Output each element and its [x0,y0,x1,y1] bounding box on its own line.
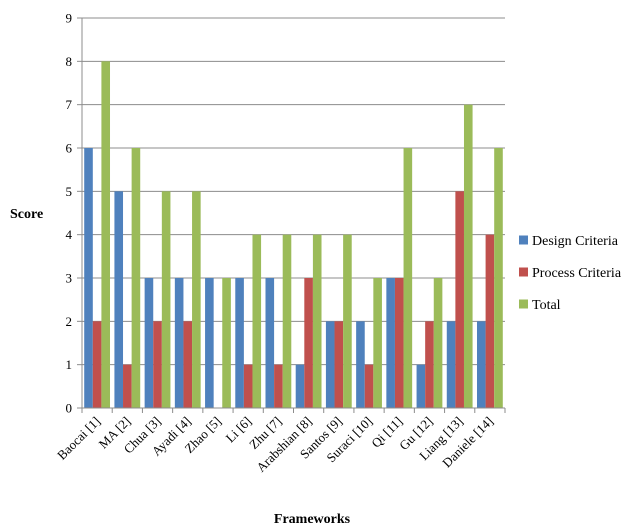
bars [84,61,503,409]
bar [433,278,443,408]
legend-item: Total [519,298,561,313]
bar [123,364,132,408]
bar [101,61,111,408]
y-tick-label: 5 [66,184,73,199]
bar [403,148,413,408]
bar [494,148,503,408]
legend-label: Design Criteria [532,234,619,249]
legend-item: Process Criteria [519,266,622,281]
axes [81,18,506,413]
bar [222,278,231,408]
y-tick-labels: 0 1 2 3 4 5 6 7 8 9 [66,11,73,416]
bar [84,148,93,408]
bar [282,234,292,408]
y-tick-label: 4 [66,227,73,242]
x-axis-label: Frameworks [274,512,351,527]
legend-label: Process Criteria [532,266,622,281]
legend-label: Total [532,298,561,313]
legend-swatch [519,267,528,277]
bar [304,278,313,408]
bar [446,321,456,408]
bar [343,234,352,408]
legend-swatch [519,235,528,245]
y-tick-label: 3 [66,271,73,286]
bar [394,278,404,408]
legend-item: Design Criteria [519,234,619,249]
bar [325,321,335,408]
bar [274,364,283,408]
bar [416,364,426,408]
bar [463,104,473,409]
bar [386,278,395,408]
bar [364,364,374,408]
bar [183,321,193,408]
y-tick-label: 2 [66,314,73,329]
bar [334,321,344,408]
y-tick-label: 6 [66,141,73,156]
bar [92,321,102,408]
legend-swatch [519,299,528,309]
x-tick-labels: Baocai [1]MA [2]Chua [3]Ayadi [4]Zhao [5… [54,414,496,475]
bar [153,321,162,408]
bar [485,234,495,408]
bar [235,278,244,408]
y-tick-label: 1 [66,357,73,372]
bar [356,321,365,408]
bar [114,191,124,408]
bar [455,191,464,408]
bar [295,364,305,408]
y-tick-label: 7 [66,97,73,112]
x-tick-label: Baocai [1] [54,414,103,463]
bar [192,191,201,408]
bar [425,321,434,408]
bar [144,278,154,408]
bar [312,234,322,408]
bar [373,278,382,408]
bar [243,364,253,408]
y-tick-label: 0 [66,401,73,416]
bar [265,278,275,408]
y-tick-label: 8 [66,54,73,69]
bar [161,191,171,408]
bar [252,234,262,408]
bar [131,148,141,408]
y-axis-label: Score [10,207,43,222]
y-tick-label: 9 [66,11,73,26]
bar [205,278,214,408]
bar [476,321,486,408]
bar [174,278,184,408]
legend: Design Criteria Process Criteria Total [519,234,622,313]
